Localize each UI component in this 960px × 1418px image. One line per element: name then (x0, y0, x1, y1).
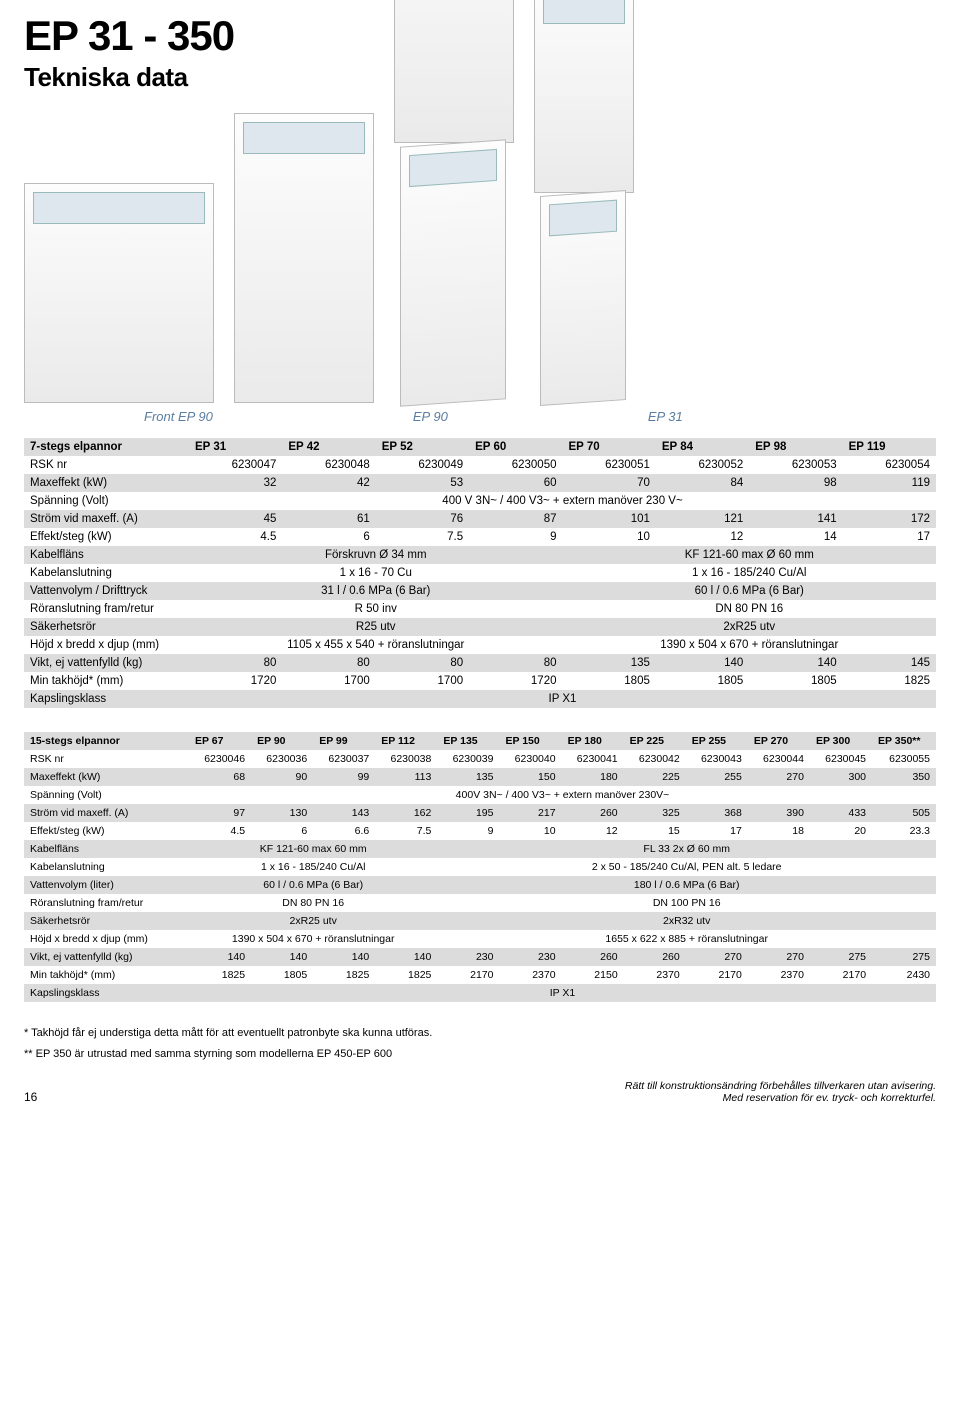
table-7steg: 7-stegs elpannor EP 31 EP 42 EP 52 EP 60… (24, 438, 936, 708)
page-number: 16 (24, 1090, 37, 1104)
caption-b: EP 90 (413, 409, 448, 424)
caption-a: Front EP 90 (144, 409, 213, 424)
footer-line2: Med reservation för ev. tryck- och korre… (625, 1092, 936, 1104)
page-footer: 16 Rätt till konstruktionsändring förbeh… (24, 1080, 936, 1104)
product-images (24, 103, 936, 403)
footnote-b: ** EP 350 är utrustad med samma styrning… (24, 1047, 936, 1062)
t7-header: 7-stegs elpannor (24, 438, 189, 456)
footer-line1: Rätt till konstruktionsändring förbehåll… (625, 1080, 936, 1092)
table-15steg: 15-stegs elpannor EP 67 EP 90 EP 99 EP 1… (24, 732, 936, 1002)
image-captions: Front EP 90 EP 90 EP 31 (144, 409, 936, 424)
footnote-a: * Takhöjd får ej understiga detta mått f… (24, 1026, 936, 1041)
t15-header: 15-stegs elpannor (24, 732, 189, 750)
caption-c: EP 31 (648, 409, 683, 424)
